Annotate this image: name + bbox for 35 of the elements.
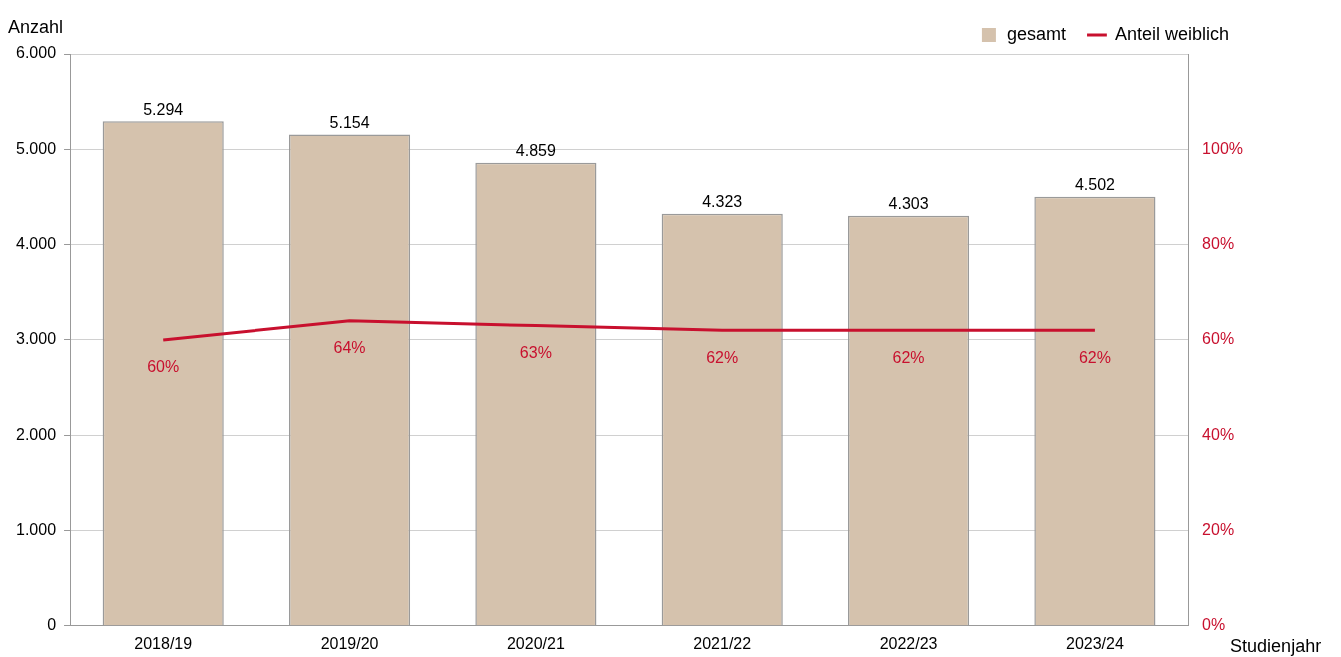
x-axis-title: Studienjahr (1230, 635, 1322, 656)
y2-tick-label: 60% (1202, 330, 1235, 348)
y-tick-label: 1.000 (15, 520, 57, 538)
y2-tick-label: 20% (1202, 520, 1235, 538)
data-label: 5.154 (329, 114, 370, 132)
data-label: 4.323 (702, 193, 743, 211)
legend-label: gesamt (1006, 23, 1066, 44)
data-label: 5.294 (143, 100, 184, 118)
x-tick-label: 2020/21 (506, 634, 565, 652)
y-tick-label: 6.000 (15, 44, 57, 62)
y2-tick-label: 40% (1202, 425, 1235, 443)
x-tick-label: 2018/19 (134, 634, 193, 652)
data-label: 4.303 (888, 195, 929, 213)
data-label: 63% (519, 344, 552, 362)
data-label: 4.502 (1074, 176, 1116, 194)
x-tick-label: 2022/23 (879, 634, 938, 652)
y-axis-title: Anzahl (8, 16, 64, 37)
data-label: 60% (147, 358, 180, 376)
data-label: 4.859 (515, 142, 557, 160)
data-label: 62% (892, 348, 925, 366)
data-label: 64% (333, 339, 366, 357)
y2-tick-label: 0% (1202, 616, 1226, 634)
y-tick-label: 4.000 (15, 235, 57, 253)
data-label: 62% (706, 348, 739, 366)
x-tick-label: 2019/20 (320, 634, 379, 652)
x-tick-label: 2023/24 (1065, 634, 1124, 652)
legend-label: Anteil weiblich (1114, 23, 1230, 44)
x-tick-label: 2021/22 (693, 634, 752, 652)
y-tick-label: 2.000 (15, 425, 57, 443)
data-label: 62% (1078, 348, 1111, 366)
y2-tick-label: 100% (1202, 139, 1243, 157)
y-tick-label: 0 (47, 616, 57, 634)
y-tick-label: 5.000 (15, 139, 57, 157)
y-tick-label: 3.000 (15, 330, 57, 348)
y2-tick-label: 80% (1202, 235, 1235, 253)
